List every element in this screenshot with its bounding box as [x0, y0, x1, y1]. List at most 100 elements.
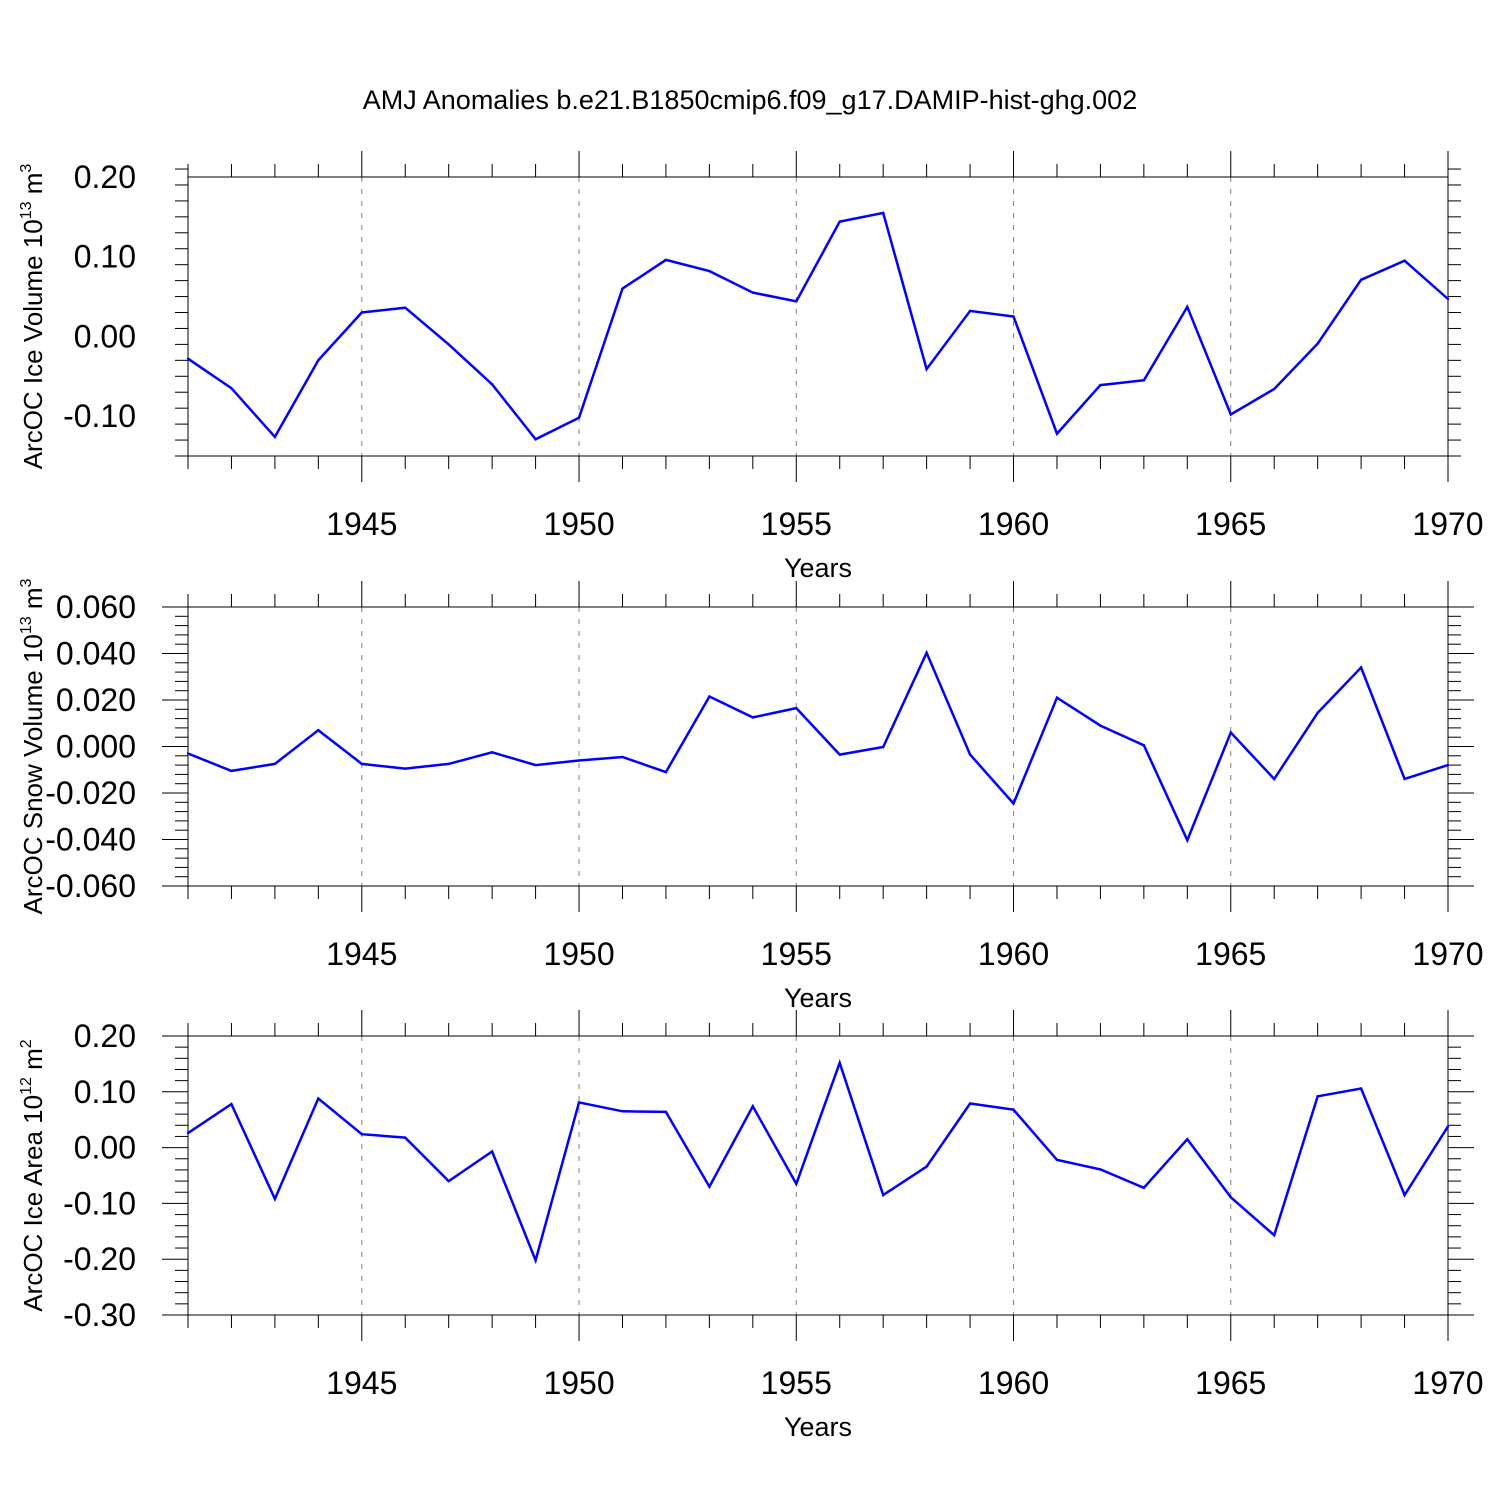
- data-point: [230, 387, 233, 390]
- data-point: [1142, 1186, 1146, 1189]
- x-tick-label: 1960: [978, 936, 1049, 972]
- data-point: [968, 1102, 972, 1105]
- x-tick-label: 1945: [326, 506, 397, 542]
- data-point: [708, 1185, 711, 1188]
- y-tick-label: 0.020: [56, 682, 136, 718]
- data-point: [795, 300, 798, 303]
- y-tick-label: -0.060: [45, 868, 136, 904]
- x-axis-label: Years: [784, 983, 852, 1013]
- data-point: [708, 269, 711, 273]
- data-point: [1403, 777, 1406, 781]
- data-point: [1273, 387, 1276, 391]
- data-point: [1186, 305, 1189, 309]
- data-point: [534, 763, 537, 767]
- data-point: [795, 1182, 798, 1186]
- data-point: [838, 1061, 841, 1064]
- panel-2: 0.060 0.040 0.020 0.000 -0.020 -0.040 -0.060 19…: [18, 578, 1484, 1013]
- data-point: [795, 706, 798, 710]
- data-point: [186, 1131, 190, 1135]
- data-point: [404, 767, 407, 770]
- data-point: [1273, 777, 1276, 781]
- data-point: [1012, 1108, 1015, 1111]
- data-point: [838, 220, 841, 223]
- data-point: [751, 1105, 755, 1108]
- data-point: [1359, 666, 1363, 669]
- data-point: [1012, 315, 1015, 318]
- x-tick-label: 1965: [1195, 1365, 1266, 1401]
- data-point: [186, 357, 190, 360]
- x-tick-label: 1945: [326, 936, 397, 972]
- data-point: [1099, 383, 1102, 387]
- data-point: [577, 1101, 581, 1104]
- x-tick-label: 1955: [761, 1365, 832, 1401]
- x-tick-label: 1965: [1195, 506, 1266, 542]
- data-point: [1186, 838, 1189, 842]
- data-point: [186, 752, 190, 755]
- y-tick-label: -0.30: [63, 1297, 136, 1333]
- y-tick-label: 0.060: [56, 589, 136, 625]
- data-point: [1273, 1234, 1276, 1237]
- y-tick-label: 0.000: [56, 729, 136, 765]
- data-point: [317, 729, 320, 732]
- data-point: [1403, 259, 1406, 262]
- plot-frame: [187, 176, 1449, 457]
- data-point: [1359, 1087, 1363, 1090]
- y-axis-label: ArcOC Ice Volume 1013 m3: [18, 164, 48, 470]
- data-point: [838, 753, 841, 756]
- x-tick-label: 1960: [978, 1365, 1049, 1401]
- data-point: [1446, 1125, 1450, 1128]
- data-point: [1316, 711, 1319, 714]
- data-point: [881, 211, 885, 215]
- data-point: [621, 287, 624, 290]
- panel-3: 0.20 0.10 0.00 -0.10 -0.20 -0.30 1945 1950 1955 1…: [18, 1010, 1484, 1442]
- y-tick-label: 0.10: [74, 1074, 136, 1110]
- data-point: [925, 651, 928, 655]
- data-point: [577, 416, 581, 419]
- data-point: [447, 1179, 450, 1183]
- data-point: [968, 309, 972, 313]
- data-point: [404, 1136, 407, 1139]
- data-point: [1186, 1138, 1189, 1141]
- data-point: [1316, 1095, 1319, 1098]
- data-point: [360, 311, 363, 314]
- x-tick-label: 1950: [543, 936, 614, 972]
- data-point: [1446, 763, 1450, 767]
- panels: 0.20 0.10 0.00 -0.10 1945 1950 1955 1960 1965 197…: [18, 151, 1484, 1442]
- data-point: [881, 1193, 885, 1197]
- data-point: [1099, 1168, 1102, 1171]
- data-point: [1055, 432, 1059, 435]
- x-tick-label: 1970: [1412, 1365, 1483, 1401]
- x-axis-label: Years: [784, 1412, 852, 1442]
- data-point: [1055, 696, 1059, 699]
- data-point: [1099, 724, 1102, 727]
- y-tick-label: 0.10: [74, 239, 136, 275]
- y-tick-label: 0.040: [56, 636, 136, 672]
- x-axis-label: Years: [784, 553, 852, 583]
- data-point: [664, 258, 668, 262]
- data-point: [621, 1110, 624, 1113]
- data-point: [1446, 297, 1450, 301]
- data-point: [968, 753, 972, 756]
- data-point: [273, 1197, 277, 1201]
- panel-1: 0.20 0.10 0.00 -0.10 1945 1950 1955 1960 1965 197…: [18, 151, 1484, 583]
- chart-title: AMJ Anomalies b.e21.B1850cmip6.f09_g17.D…: [363, 85, 1137, 115]
- data-point: [621, 755, 624, 759]
- x-tick-label: 1970: [1412, 506, 1483, 542]
- data-point: [664, 1110, 668, 1114]
- data-point: [230, 769, 233, 773]
- data-point: [1055, 1158, 1059, 1162]
- y-tick-label: -0.10: [63, 398, 136, 434]
- data-point: [404, 306, 407, 309]
- data-point: [490, 751, 494, 754]
- series-line: [187, 649, 1449, 844]
- data-point: [925, 1165, 928, 1168]
- series-line: [187, 211, 1449, 441]
- y-tick-label: 0.00: [74, 318, 136, 354]
- data-point: [751, 716, 755, 719]
- data-point: [447, 343, 450, 346]
- x-tick-label: 1955: [761, 506, 832, 542]
- y-axis-label: ArcOC Snow Volume 1013 m3: [18, 578, 48, 914]
- data-point: [360, 1133, 363, 1136]
- x-tick-label: 1950: [543, 1365, 614, 1401]
